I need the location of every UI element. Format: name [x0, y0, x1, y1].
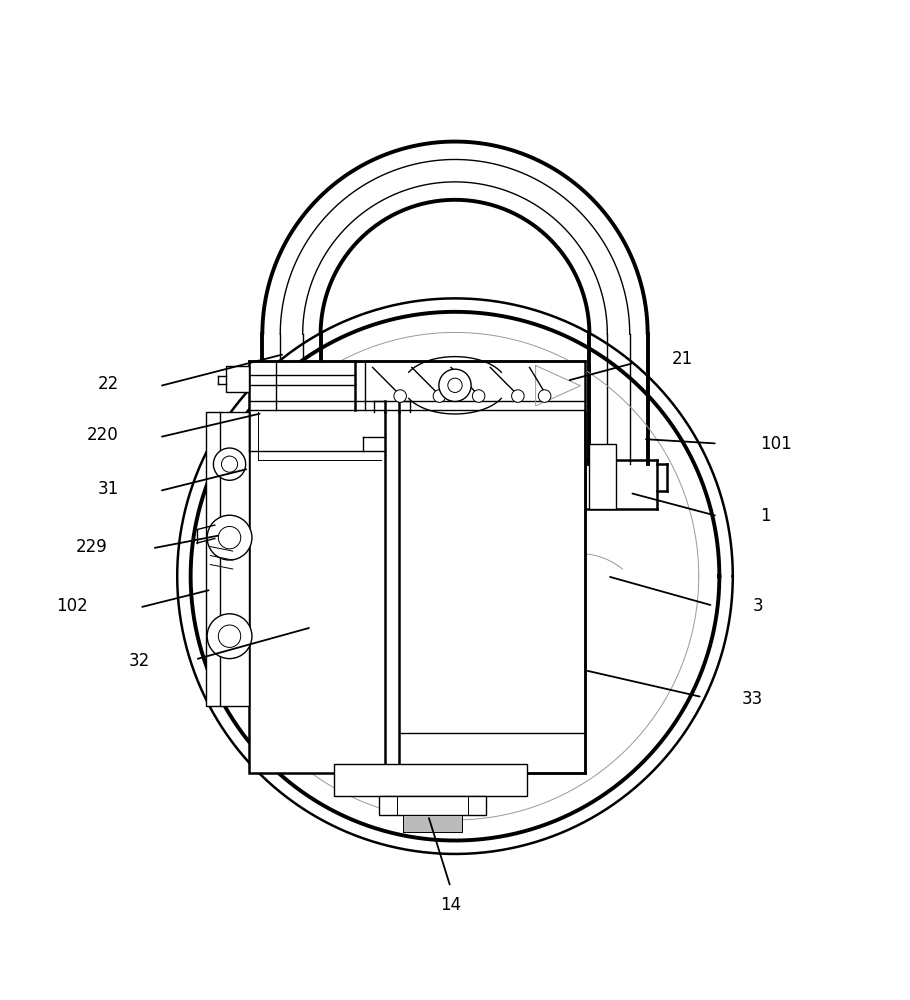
Text: 1: 1 [760, 507, 770, 525]
Bar [206, 412, 249, 706]
Circle shape [207, 515, 252, 560]
Circle shape [221, 456, 238, 472]
Text: 14: 14 [440, 896, 461, 914]
Circle shape [511, 390, 524, 402]
Circle shape [214, 448, 246, 480]
Text: 22: 22 [97, 375, 119, 393]
Text: 31: 31 [97, 480, 119, 498]
Text: 229: 229 [76, 538, 107, 556]
Bar [334, 764, 527, 796]
Bar [227, 366, 249, 392]
Circle shape [448, 378, 462, 392]
Text: 102: 102 [56, 597, 87, 615]
Bar [590, 444, 616, 509]
Text: 21: 21 [672, 350, 693, 368]
Circle shape [394, 390, 407, 402]
Bar [249, 361, 585, 773]
Text: 32: 32 [129, 652, 150, 670]
Circle shape [472, 390, 485, 402]
Circle shape [439, 369, 471, 401]
Circle shape [433, 390, 446, 402]
Text: 220: 220 [87, 426, 119, 444]
Bar [379, 796, 486, 815]
Circle shape [207, 614, 252, 659]
Bar [403, 815, 462, 832]
Text: 33: 33 [742, 690, 763, 708]
Bar [400, 419, 581, 769]
Text: 101: 101 [760, 435, 792, 453]
Circle shape [539, 390, 551, 402]
Text: 3: 3 [753, 597, 763, 615]
Circle shape [218, 625, 241, 647]
Circle shape [218, 526, 241, 549]
